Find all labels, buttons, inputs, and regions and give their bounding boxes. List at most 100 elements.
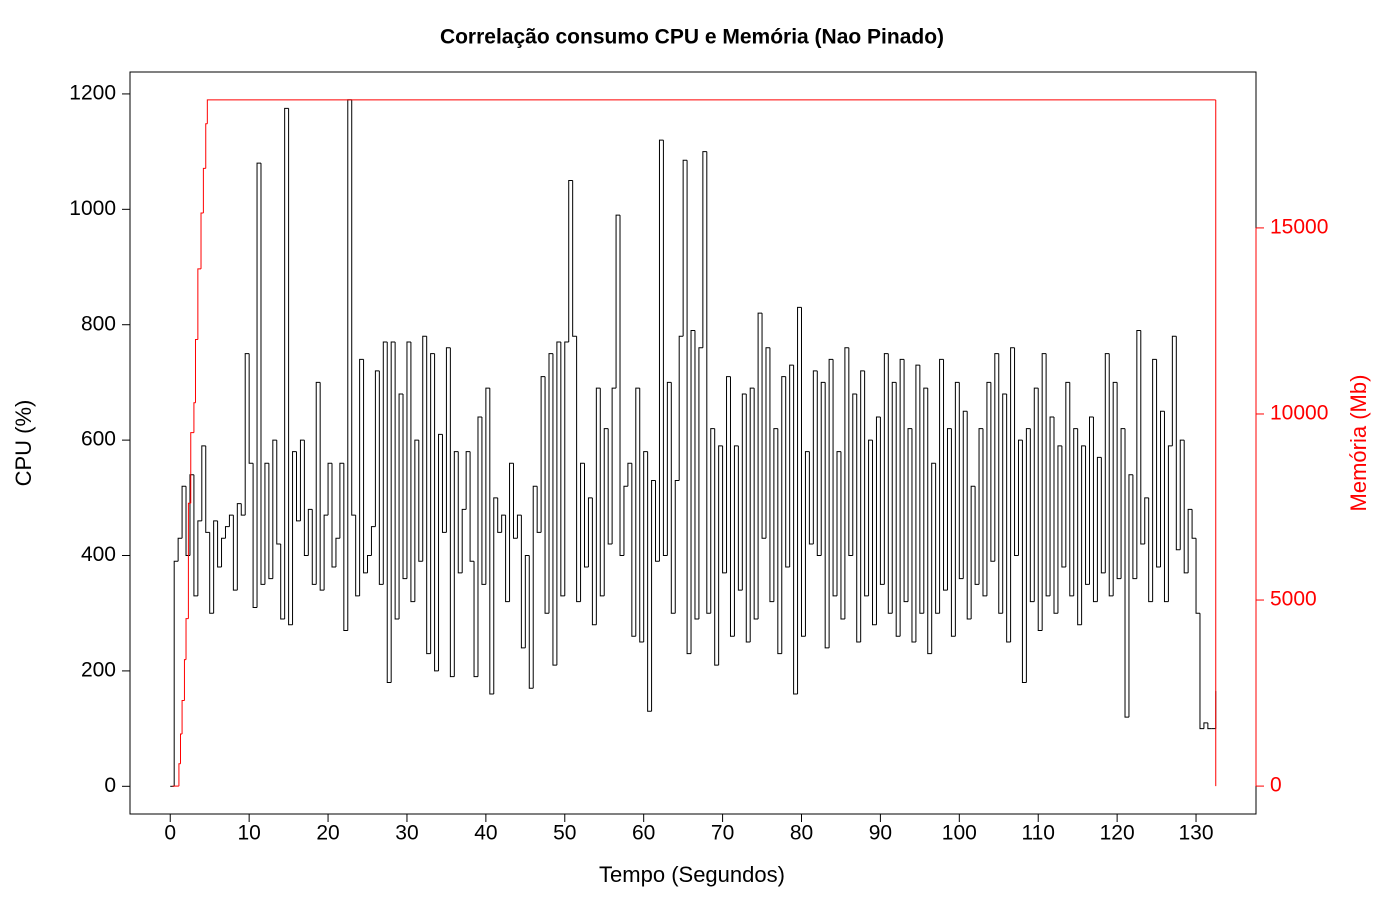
series-step	[1203, 722, 1208, 729]
series-step	[1175, 336, 1181, 551]
series-step	[872, 440, 877, 626]
series-step	[512, 463, 518, 539]
series-step	[907, 428, 912, 602]
series-step	[962, 410, 968, 579]
series-step	[927, 388, 932, 655]
series-step	[469, 451, 475, 562]
x-tick-label: 40	[474, 822, 497, 845]
series-step	[824, 382, 830, 649]
x-tick-label: 60	[632, 822, 655, 845]
series-step	[193, 402, 196, 433]
series-step	[714, 428, 719, 666]
series-step	[682, 159, 688, 337]
series-step	[280, 543, 285, 620]
series-step	[903, 359, 909, 603]
series-step	[351, 99, 356, 516]
series-step	[493, 497, 498, 694]
y-tick-label: 400	[81, 543, 116, 566]
series-step	[390, 341, 396, 683]
series-step	[331, 463, 336, 568]
series-step	[228, 514, 234, 527]
series-step	[994, 353, 999, 562]
series-step	[438, 433, 443, 671]
y-tick-label: 800	[81, 312, 116, 335]
series-step	[895, 382, 901, 637]
series-step	[635, 387, 640, 637]
series-step	[1089, 416, 1094, 585]
series-step	[923, 387, 928, 614]
series-step	[378, 370, 384, 585]
series-step	[1187, 508, 1193, 573]
series-step	[800, 307, 806, 637]
series-step	[461, 508, 467, 573]
series-step	[670, 382, 676, 614]
series-step	[232, 515, 238, 591]
y-tick-label: 1000	[69, 197, 116, 220]
x-tick-label: 120	[1100, 822, 1135, 845]
series-step	[765, 347, 770, 539]
series-step	[864, 370, 869, 597]
series-step	[666, 381, 672, 556]
x-tick-label: 0	[164, 822, 176, 845]
series-step	[623, 485, 628, 556]
series-step	[745, 393, 751, 643]
series-step	[367, 555, 372, 573]
series-step	[911, 428, 916, 643]
series-step	[639, 388, 644, 643]
series-step	[856, 393, 861, 643]
series-step	[1195, 538, 1200, 614]
series-step	[781, 376, 786, 654]
series-step	[935, 463, 940, 614]
series-step	[236, 503, 242, 591]
series-step	[1041, 353, 1047, 631]
series-step	[879, 417, 885, 585]
series-step	[1144, 497, 1149, 544]
series-step	[394, 342, 400, 620]
series-step	[548, 353, 553, 614]
series-step	[217, 520, 222, 568]
series-step	[868, 439, 873, 596]
series-step	[295, 451, 301, 522]
x-axis-label: Tempo (Segundos)	[599, 862, 785, 887]
series-step	[1092, 417, 1098, 603]
series-step	[497, 497, 502, 533]
series-step	[737, 445, 743, 591]
series-step	[1160, 410, 1165, 568]
series-step	[1191, 509, 1197, 539]
series-step	[190, 432, 194, 504]
series-step	[430, 353, 435, 654]
series-step	[678, 335, 684, 481]
series-step	[335, 537, 340, 568]
series-step	[272, 439, 277, 579]
series-step	[1006, 393, 1011, 643]
x-tick-label: 110	[1021, 822, 1054, 845]
series-step	[603, 428, 609, 596]
series-step	[532, 485, 538, 689]
series-step	[686, 160, 692, 655]
series-step	[1108, 353, 1114, 597]
series-step	[793, 365, 798, 695]
series-step	[299, 439, 305, 521]
series-step	[1183, 440, 1189, 574]
series-step	[386, 342, 392, 683]
series-step	[382, 341, 388, 585]
series-step	[789, 364, 794, 568]
series-step	[1179, 439, 1185, 550]
series-step	[248, 353, 254, 464]
series-step	[505, 515, 510, 603]
series-step	[426, 336, 431, 655]
series-step	[481, 417, 486, 585]
series-step	[1120, 428, 1126, 579]
series-step	[516, 514, 522, 539]
series-step	[946, 428, 952, 591]
series-step	[319, 382, 325, 591]
series-step	[832, 359, 838, 597]
series-step	[808, 451, 814, 545]
y-tick-label: 1200	[69, 81, 116, 104]
series-step	[1053, 417, 1058, 614]
series-step	[1014, 347, 1019, 557]
series-step	[422, 335, 427, 562]
series-step	[256, 162, 261, 608]
